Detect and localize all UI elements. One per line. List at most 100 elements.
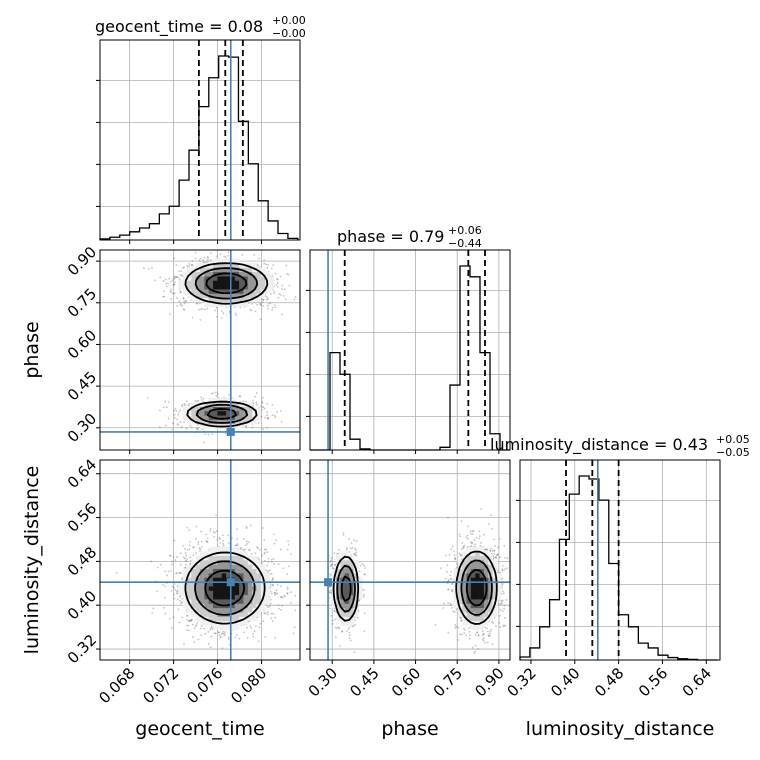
scatter-point bbox=[281, 313, 283, 316]
density-cell bbox=[234, 263, 240, 268]
density-cell bbox=[256, 599, 262, 604]
density-cell bbox=[186, 581, 192, 587]
density-cell bbox=[234, 586, 240, 591]
scatter-point bbox=[186, 526, 189, 529]
scatter-point bbox=[256, 616, 259, 619]
density-cell bbox=[200, 620, 205, 626]
scatter-point bbox=[261, 396, 264, 399]
scatter-point bbox=[263, 551, 266, 554]
scatter-point bbox=[271, 620, 274, 623]
density-cell bbox=[234, 603, 240, 609]
density-cell bbox=[208, 555, 214, 561]
scatter-point bbox=[275, 283, 278, 286]
scatter-point bbox=[206, 540, 208, 543]
density-cell bbox=[204, 612, 209, 617]
scatter-point bbox=[204, 308, 206, 311]
scatter-point bbox=[183, 421, 185, 424]
density-cell bbox=[217, 599, 223, 604]
density-cell bbox=[200, 551, 205, 556]
scatter-point bbox=[219, 253, 222, 256]
scatter-point bbox=[207, 256, 209, 259]
density-cell bbox=[230, 590, 236, 596]
scatter-point bbox=[289, 591, 292, 594]
density-cell bbox=[191, 410, 196, 416]
scatter-point bbox=[194, 538, 197, 541]
density-cell bbox=[247, 555, 253, 561]
scatter-point bbox=[253, 630, 256, 633]
density-cell bbox=[226, 594, 231, 600]
scatter-point bbox=[227, 534, 230, 537]
scatter-point bbox=[203, 627, 205, 630]
scatter-point bbox=[175, 592, 178, 595]
scatter-point bbox=[270, 267, 273, 270]
density-cell bbox=[247, 581, 253, 587]
scatter-point bbox=[276, 583, 279, 586]
scatter-point bbox=[172, 593, 175, 596]
scatter-point bbox=[170, 291, 172, 294]
scatter-point bbox=[174, 275, 177, 278]
density-cell bbox=[226, 410, 231, 416]
density-cell bbox=[243, 599, 249, 604]
scatter-point bbox=[341, 630, 344, 633]
density-cell bbox=[213, 284, 218, 290]
scatter-point bbox=[216, 246, 218, 248]
density-cell bbox=[239, 573, 244, 578]
density-cell bbox=[252, 603, 257, 609]
scatter-point bbox=[286, 548, 289, 551]
density-cell bbox=[217, 302, 223, 307]
density-cell bbox=[182, 284, 188, 290]
scatter-point bbox=[182, 308, 185, 311]
density-cell bbox=[195, 406, 201, 412]
scatter-point bbox=[501, 599, 504, 602]
scatter-point bbox=[246, 626, 248, 629]
scatter-point bbox=[182, 296, 185, 299]
scatter-point bbox=[186, 264, 189, 267]
scatter-point bbox=[269, 598, 272, 601]
density-cell bbox=[252, 560, 257, 565]
scatter-point bbox=[182, 544, 185, 547]
scatter-point bbox=[246, 637, 249, 639]
scatter-point bbox=[330, 563, 333, 566]
density-cell bbox=[204, 594, 209, 600]
density-cell bbox=[213, 612, 218, 617]
density-cell bbox=[230, 564, 236, 569]
scatter-point bbox=[165, 406, 168, 409]
scatter-point bbox=[222, 544, 225, 547]
density-cell bbox=[239, 568, 244, 574]
density-shading-time-distance bbox=[178, 546, 270, 630]
scatter-point bbox=[266, 304, 269, 307]
scatter-point bbox=[261, 301, 264, 303]
density-cell bbox=[252, 419, 257, 425]
scatter-point bbox=[180, 274, 183, 277]
density-cell bbox=[200, 419, 205, 425]
density-cell bbox=[221, 546, 227, 552]
density-cell bbox=[208, 594, 214, 600]
scatter-point bbox=[172, 616, 175, 619]
scatter-point bbox=[205, 261, 208, 264]
density-cell bbox=[208, 603, 214, 609]
density-cell bbox=[256, 410, 262, 416]
density-cell bbox=[230, 289, 236, 294]
density-cell bbox=[247, 276, 253, 281]
scatter-point bbox=[273, 533, 276, 536]
scatter-point bbox=[271, 414, 274, 417]
title-geocent-time-minus: −0.00 bbox=[272, 27, 306, 40]
scatter-point bbox=[279, 275, 282, 278]
scatter-point bbox=[172, 283, 175, 286]
density-cell bbox=[213, 581, 218, 587]
scatter-point bbox=[202, 259, 204, 262]
scatter-point bbox=[169, 290, 172, 293]
density-cell bbox=[182, 568, 188, 574]
density-cell bbox=[265, 284, 270, 290]
scatter-point bbox=[176, 556, 178, 558]
density-cell bbox=[195, 590, 201, 596]
panel-phase-hist bbox=[306, 249, 511, 454]
scatter-point bbox=[207, 433, 210, 436]
density-cell bbox=[252, 599, 257, 604]
density-cell bbox=[213, 397, 218, 403]
density-cell bbox=[217, 276, 223, 281]
scatter-point bbox=[186, 614, 189, 617]
density-cell bbox=[243, 406, 249, 412]
scatter-point bbox=[194, 251, 197, 254]
density-cell bbox=[204, 586, 209, 591]
